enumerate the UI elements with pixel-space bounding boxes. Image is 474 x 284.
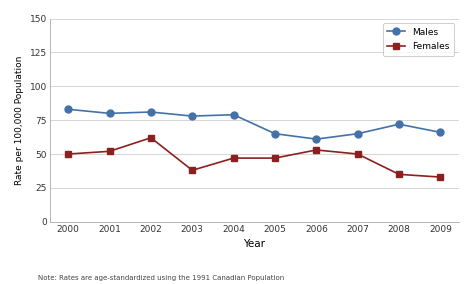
Text: Note: Rates are age-standardized using the 1991 Canadian Population: Note: Rates are age-standardized using t… xyxy=(38,275,284,281)
Males xyxy=(272,132,278,135)
Males xyxy=(438,131,443,134)
Males xyxy=(396,122,402,126)
Legend: Males, Females: Males, Females xyxy=(383,23,455,56)
Males xyxy=(231,113,237,116)
Males xyxy=(313,137,319,141)
Females xyxy=(355,152,361,156)
X-axis label: Year: Year xyxy=(243,239,265,249)
Females xyxy=(65,152,71,156)
Males xyxy=(65,108,71,111)
Males xyxy=(148,110,154,114)
Males xyxy=(355,132,361,135)
Line: Males: Males xyxy=(65,106,444,143)
Females xyxy=(190,169,195,172)
Males xyxy=(107,112,112,115)
Females xyxy=(272,156,278,160)
Males xyxy=(190,114,195,118)
Females xyxy=(396,173,402,176)
Females xyxy=(438,175,443,179)
Females xyxy=(148,136,154,139)
Females xyxy=(231,156,237,160)
Females xyxy=(313,148,319,152)
Y-axis label: Rate per 100,000 Population: Rate per 100,000 Population xyxy=(15,55,24,185)
Females xyxy=(107,150,112,153)
Line: Females: Females xyxy=(65,135,444,180)
